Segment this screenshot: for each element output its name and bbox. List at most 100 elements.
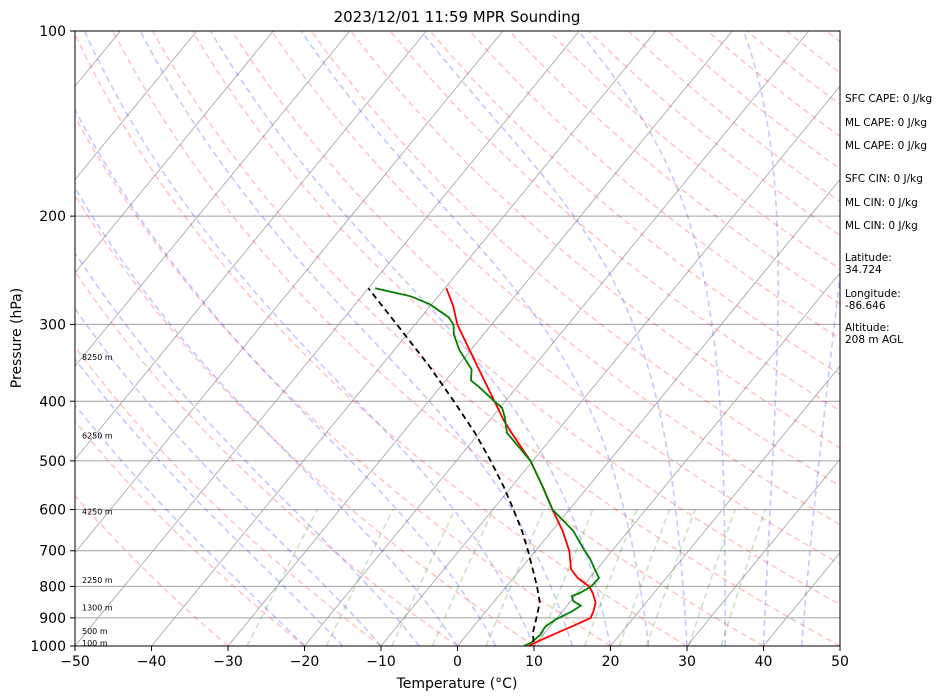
y-tick-label: 1000 <box>30 639 66 655</box>
x-tick-label: −50 <box>60 654 90 670</box>
isotherm-line <box>533 272 840 646</box>
dry-adiabat <box>75 494 229 646</box>
moist-adiabat <box>75 357 344 646</box>
mixing-ratio-line <box>537 509 594 646</box>
y-tick-label: 100 <box>39 24 66 40</box>
dry-adiabat <box>310 31 840 487</box>
x-tick-label: 20 <box>602 654 620 670</box>
info-line: 34.724 <box>845 264 882 276</box>
moist-adiabat <box>83 31 535 646</box>
x-axis-title: Temperature (°C) <box>396 676 518 692</box>
info-line: ML CAPE: 0 J/kg <box>845 140 927 152</box>
dry-adiabat <box>270 31 840 526</box>
mixing-ratio-line <box>325 509 394 646</box>
isotherm-line <box>75 31 427 461</box>
dry-adiabat <box>231 31 840 566</box>
mixing-ratio-line <box>688 509 736 646</box>
info-line: SFC CAPE: 0 J/kg <box>845 93 932 105</box>
height-label: 100 m <box>82 639 108 648</box>
isotherm-line <box>227 31 733 646</box>
info-line: ML CIN: 0 J/kg <box>845 197 918 209</box>
dry-adiabat <box>350 31 840 449</box>
axis-ticks: −50 −40 −30 −20 −10 0 10 20 30 40 50 1000 900 800 700 6… <box>30 24 849 670</box>
dry-adiabat <box>112 31 764 646</box>
dry-adiabat <box>75 193 535 646</box>
mixing-ratio-line <box>485 509 545 646</box>
dry-adiabat <box>75 270 458 646</box>
isotherm-line <box>610 365 840 646</box>
isotherm-line <box>75 31 198 181</box>
y-tick-label: 400 <box>39 394 66 410</box>
moist-adiabat <box>75 307 382 646</box>
mixing-ratio-line <box>720 509 766 646</box>
moist-adiabat <box>75 107 497 646</box>
axis-labels: 2023/12/01 11:59 MPR Sounding Temperatur… <box>9 8 580 692</box>
moist-adiabat <box>420 31 688 646</box>
dry-adiabat <box>508 31 840 305</box>
dry-adiabat <box>191 31 840 606</box>
info-line: Altitude: <box>845 322 890 334</box>
height-label: 6250 m <box>82 432 113 441</box>
mixing-ratio-line <box>246 509 319 646</box>
dry-adiabat <box>389 31 840 412</box>
isotherm-line <box>75 31 504 554</box>
mixing-ratio-line <box>645 509 696 646</box>
height-labels: 100 m 500 m 1300 m 2250 m 4250 m 6250 m 8250 m <box>82 353 113 648</box>
isotherm-line <box>75 31 274 274</box>
data-lines <box>367 287 601 646</box>
height-label: 500 m <box>82 627 108 636</box>
x-tick-label: −10 <box>366 654 396 670</box>
info-line: ML CAPE: 0 J/kg <box>845 117 927 129</box>
mixing-ratio-line <box>391 509 456 646</box>
mixing-ratio-line <box>584 509 638 646</box>
isotherm-line <box>304 31 810 646</box>
height-label: 4250 m <box>82 507 113 516</box>
moist-adiabat <box>75 403 306 646</box>
y-tick-label: 900 <box>39 611 66 627</box>
info-line: -86.646 <box>845 300 886 312</box>
y-tick-label: 300 <box>39 317 66 333</box>
isotherm-line <box>686 458 840 646</box>
dewpoint-profile <box>375 287 601 646</box>
info-line: Latitude: <box>845 252 892 264</box>
y-tick-label: 500 <box>39 454 66 470</box>
mixing-ratio-line <box>431 509 495 646</box>
info-line: 208 m AGL <box>845 334 903 346</box>
moist-adiabat <box>139 31 574 646</box>
x-tick-label: 50 <box>831 654 849 670</box>
moist-adiabat <box>209 31 612 646</box>
y-tick-label: 200 <box>39 209 66 225</box>
isotherm-line <box>151 31 657 646</box>
height-label: 2250 m <box>82 576 113 585</box>
y-tick-label: 600 <box>39 503 66 519</box>
moist-adiabat <box>742 31 779 646</box>
x-tick-label: −40 <box>137 654 167 670</box>
x-tick-label: 10 <box>525 654 543 670</box>
info-line: SFC CIN: 0 J/kg <box>845 173 923 185</box>
x-tick-label: −30 <box>213 654 243 670</box>
height-label: 8250 m <box>82 353 113 362</box>
y-axis-title: Pressure (hPa) <box>9 288 25 388</box>
dry-adiabat <box>75 32 688 646</box>
x-tick-label: 0 <box>453 654 462 670</box>
moist-adiabat <box>300 31 650 646</box>
mixing-ratio-line <box>618 509 671 646</box>
info-line: Longitude: <box>845 288 901 300</box>
dry-adiabat <box>75 345 382 646</box>
moist-adiabat <box>577 31 727 646</box>
background-lines <box>75 31 840 646</box>
dry-adiabat <box>75 114 611 646</box>
x-tick-label: 30 <box>678 654 696 670</box>
chart-title: 2023/12/01 11:59 MPR Sounding <box>334 8 581 26</box>
isotherm-line <box>75 31 580 646</box>
temperature-profile <box>445 287 597 646</box>
isotherm-line <box>75 31 351 367</box>
x-tick-label: −20 <box>290 654 320 670</box>
y-tick-label: 700 <box>39 544 66 560</box>
sounding-info: SFC CAPE: 0 J/kg ML CAPE: 0 J/kg ML CAPE: … <box>845 93 932 346</box>
moist-adiabat <box>75 186 459 646</box>
isotherm-line <box>457 178 840 646</box>
y-tick-label: 800 <box>39 579 66 595</box>
